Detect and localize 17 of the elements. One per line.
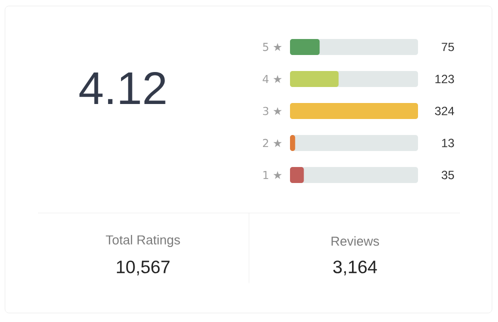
y-tick-label: 1 ★	[263, 170, 282, 180]
text: 4.12	[79, 72, 166, 104]
bar	[290, 38, 320, 55]
y-tick-label: 3 ★	[263, 106, 282, 116]
bar	[290, 167, 304, 183]
data-label: 324	[434, 106, 454, 116]
text: 3,164	[333, 260, 377, 276]
text: Total Ratings	[106, 234, 180, 248]
data-label: 75	[442, 42, 454, 52]
y-tick-label: 4 ★	[262, 74, 282, 84]
data-label: 13	[442, 138, 454, 148]
text: 10,567	[116, 260, 170, 276]
y-tick-label: 2 ★	[263, 138, 282, 148]
data-label: 123	[435, 74, 454, 84]
y-tick-label: 5 ★	[263, 42, 282, 52]
data-label: 35	[442, 170, 454, 180]
text: Reviews	[332, 236, 380, 246]
